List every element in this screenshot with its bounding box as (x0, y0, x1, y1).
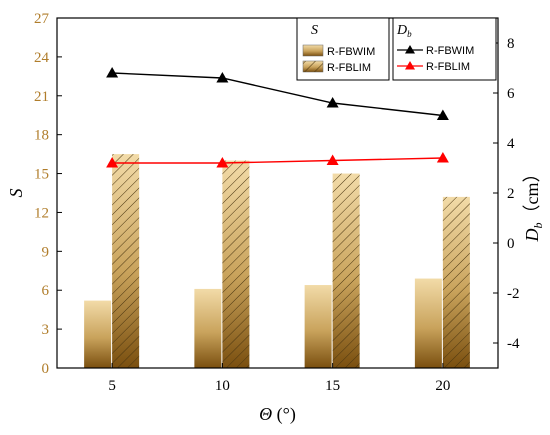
tick-label-x-20: 20 (435, 378, 450, 394)
legend-swatch-hatch (303, 61, 323, 72)
line-r-fblim (112, 157, 443, 164)
legend-swatch-r-fbwim (302, 44, 324, 57)
y-axis-title-left: S (6, 189, 26, 198)
legend-label-db-r-fblim: R-FBLIM (426, 61, 470, 73)
x-axis-title: Θ (°) (259, 404, 296, 425)
tick-label-right-4: 4 (507, 136, 515, 152)
tick-label-x-5: 5 (108, 378, 116, 394)
bar-hatch-20 (442, 196, 470, 368)
tick-label-left-3: 3 (42, 322, 50, 338)
tick-label-left-24: 24 (34, 50, 50, 66)
point-r-fbwim-10 (216, 72, 229, 83)
legend-title-db: Db (396, 23, 412, 39)
y-axis-title-right: Db（cm） (522, 165, 545, 243)
tick-label-left-6: 6 (42, 283, 50, 299)
tick-label-left-15: 15 (34, 167, 49, 183)
tick-label-left-21: 21 (34, 89, 49, 105)
point-r-fblim-20 (436, 152, 449, 163)
tick-label-right-8: 8 (507, 36, 515, 52)
bar-hatch-5 (112, 154, 140, 368)
point-r-fblim-5 (106, 157, 119, 168)
bar-r-fbwim-10 (194, 288, 222, 368)
legend-title-s: S (311, 23, 318, 38)
line-r-fbwim (112, 72, 443, 117)
tick-label-left-27: 27 (34, 11, 50, 27)
tick-label-right--4: -4 (507, 336, 520, 352)
point-r-fbwim-20 (436, 109, 449, 120)
point-r-fbwim-15 (326, 97, 339, 108)
point-r-fbwim-5 (106, 67, 119, 78)
legend-marker-r-fblim (405, 61, 415, 70)
legend-label-s-r-fbwim: R-FBWIM (327, 46, 375, 58)
legend-label-s-r-fblim: R-FBLIM (327, 62, 371, 74)
point-r-fblim-15 (326, 154, 339, 165)
legend-label-db-r-fbwim: R-FBWIM (426, 45, 474, 57)
tick-label-right-0: 0 (507, 236, 515, 252)
bar-r-fbwim-20 (414, 278, 442, 368)
bar-hatch-15 (332, 173, 360, 368)
tick-label-right-6: 6 (507, 86, 515, 102)
bar-r-fbwim-15 (304, 285, 332, 368)
legend-marker-r-fbwim (405, 45, 415, 54)
tick-label-left-18: 18 (34, 128, 49, 144)
tick-label-x-10: 10 (215, 378, 230, 394)
tick-label-left-12: 12 (34, 205, 49, 221)
tick-label-right-2: 2 (507, 186, 515, 202)
bar-hatch-10 (222, 160, 250, 368)
tick-label-x-15: 15 (325, 378, 340, 394)
tick-label-left-9: 9 (42, 244, 50, 260)
bar-r-fbwim-5 (84, 300, 112, 368)
tick-label-right--2: -2 (507, 286, 520, 302)
point-r-fblim-10 (216, 157, 229, 168)
tick-label-left-0: 0 (42, 361, 50, 377)
